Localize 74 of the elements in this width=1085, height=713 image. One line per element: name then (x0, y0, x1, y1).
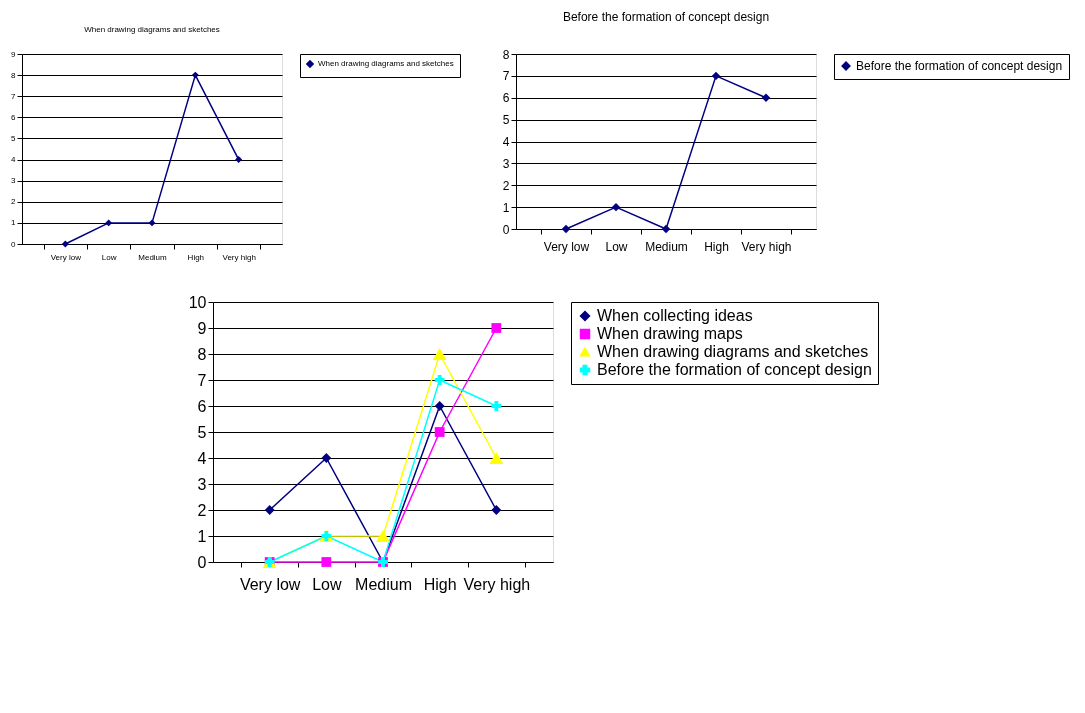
y-tick-label: 7 (11, 91, 17, 101)
y-tick-label: 6 (502, 91, 510, 106)
y-tick-label: 7 (197, 371, 207, 389)
x-tick-label: Low (312, 576, 342, 594)
x-tick-label: High (187, 253, 205, 263)
x-tick-label: Low (101, 253, 117, 263)
y-tick-label: 6 (197, 397, 207, 415)
point (264, 505, 275, 515)
chart-title: When drawing diagrams and sketches (84, 25, 220, 34)
y-tick-label: 2 (197, 501, 207, 519)
x-tick-label: Very high (222, 253, 256, 263)
y-tick-label: 0 (197, 553, 207, 571)
point (321, 453, 332, 463)
y-tick-label: 4 (197, 449, 207, 467)
y-tick-label: 0 (502, 222, 510, 237)
y-tick-label: 5 (197, 423, 207, 441)
legend-label: When drawing diagrams and sketches (597, 343, 869, 360)
point (711, 71, 721, 81)
y-tick-label: 9 (11, 49, 17, 59)
y-tick-label: 8 (197, 345, 207, 363)
point (434, 427, 445, 437)
y-tick-label: 3 (11, 176, 17, 186)
y-tick-label: 1 (197, 527, 207, 545)
y-tick-label: 3 (502, 156, 510, 171)
y-tick-label: 5 (502, 113, 510, 128)
point (61, 240, 69, 248)
point (611, 202, 621, 212)
y-tick-label: 4 (11, 155, 17, 165)
y-tick-label: 5 (11, 133, 17, 143)
point (561, 224, 571, 234)
x-tick-label: Medium (355, 576, 412, 594)
y-tick-label: 7 (502, 69, 510, 84)
point (321, 557, 332, 567)
legend-label: When collecting ideas (597, 307, 753, 324)
x-tick-label: Low (605, 239, 628, 254)
x-tick-label: High (423, 576, 457, 594)
x-tick-label: Very low (543, 239, 590, 254)
y-tick-label: 2 (11, 197, 17, 207)
point (661, 224, 671, 234)
x-tick-label: Medium (138, 253, 168, 263)
point (105, 219, 113, 227)
point (434, 401, 445, 411)
point (434, 375, 445, 385)
x-tick-label: High (704, 239, 729, 254)
x-tick-label: Very low (50, 253, 82, 263)
legend-label: Before the formation of concept design (856, 59, 1063, 73)
point (489, 452, 504, 464)
y-tick-label: 3 (197, 475, 207, 493)
point (491, 505, 502, 515)
point (491, 401, 502, 411)
point (376, 530, 390, 542)
legend-label: When drawing diagrams and sketches (318, 59, 454, 68)
point (191, 71, 199, 79)
y-tick-label: 10 (188, 293, 207, 311)
y-tick-label: 1 (11, 218, 17, 228)
x-tick-label: Very low (239, 576, 301, 594)
y-tick-label: 4 (502, 135, 510, 149)
point (148, 219, 156, 227)
point (491, 323, 502, 333)
legend-label: Before the formation of concept design (597, 361, 872, 378)
chart-title: Before the formation of concept design (562, 10, 770, 24)
point (235, 156, 243, 164)
y-tick-label: 8 (502, 47, 510, 62)
y-tick-label: 1 (502, 200, 510, 215)
y-tick-label: 9 (197, 319, 207, 337)
x-tick-label: Very high (463, 576, 531, 594)
x-tick-label: Medium (645, 239, 688, 254)
y-tick-label: 2 (502, 178, 510, 193)
x-tick-label: Very high (741, 239, 792, 254)
y-tick-label: 6 (11, 112, 17, 122)
legend-label: When drawing maps (597, 325, 743, 342)
y-tick-label: 0 (11, 239, 17, 249)
point (432, 348, 447, 360)
y-tick-label: 8 (11, 70, 17, 80)
